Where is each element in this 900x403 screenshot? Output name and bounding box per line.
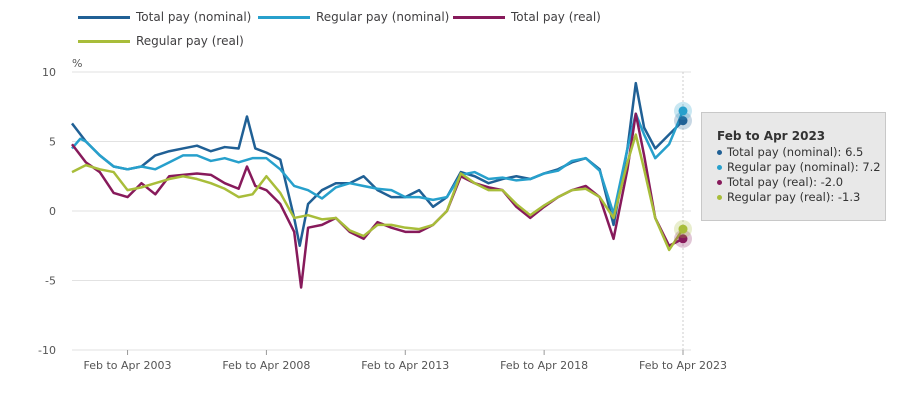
hover-point — [678, 116, 688, 126]
tooltip-row: Regular pay (nominal): 7.2 — [717, 160, 885, 175]
legend-swatch — [258, 15, 310, 19]
tooltip-row: Regular pay (real): -1.3 — [717, 190, 885, 205]
y-tick-label: 5 — [49, 136, 56, 149]
x-tick-label: Feb to Apr 2018 — [500, 359, 588, 372]
tooltip: Feb to Apr 2023 Total pay (nominal): 6.5… — [701, 112, 886, 221]
hover-point — [678, 224, 688, 234]
legend-swatch — [78, 39, 130, 43]
legend-swatch — [453, 15, 505, 19]
x-tick-label: Feb to Apr 2008 — [222, 359, 310, 372]
series-line — [71, 112, 684, 289]
x-tick-label: Feb to Apr 2023 — [639, 359, 727, 372]
tooltip-text: Regular pay (real): -1.3 — [727, 190, 861, 204]
tooltip-text: Regular pay (nominal): 7.2 — [727, 160, 881, 174]
y-tick-label: -10 — [38, 344, 56, 357]
tooltip-title: Feb to Apr 2023 — [717, 129, 826, 143]
dot-icon — [717, 150, 722, 155]
legend-label: Regular pay (real) — [136, 34, 244, 48]
x-tick-label: Feb to Apr 2003 — [84, 359, 172, 372]
series-line — [71, 110, 685, 216]
legend-item-regular-real[interactable]: Regular pay (real) — [78, 34, 244, 48]
legend-label: Regular pay (nominal) — [316, 10, 450, 24]
dot-icon — [717, 165, 722, 170]
legend-item-regular-nominal[interactable]: Regular pay (nominal) — [258, 10, 449, 24]
tooltip-text: Total pay (real): -2.0 — [727, 175, 844, 189]
legend-item-total-real[interactable]: Total pay (real) — [453, 10, 601, 24]
dot-icon — [717, 180, 722, 185]
tooltip-row: Total pay (real): -2.0 — [717, 175, 885, 190]
x-tick-label: Feb to Apr 2013 — [361, 359, 449, 372]
legend-item-total-nominal[interactable]: Total pay (nominal) — [78, 10, 251, 24]
legend-label: Total pay (real) — [511, 10, 601, 24]
y-tick-label: 10 — [42, 66, 56, 79]
y-axis-unit: % — [72, 57, 82, 70]
y-tick-label: -5 — [45, 275, 56, 288]
hover-point — [678, 234, 688, 244]
series-line — [71, 133, 685, 252]
legend-swatch — [78, 15, 130, 19]
hover-point — [678, 106, 688, 116]
y-tick-label: 0 — [49, 205, 56, 218]
tooltip-text: Total pay (nominal): 6.5 — [727, 145, 864, 159]
legend-label: Total pay (nominal) — [136, 10, 252, 24]
dot-icon — [717, 195, 722, 200]
tooltip-row: Total pay (nominal): 6.5 — [717, 145, 885, 160]
